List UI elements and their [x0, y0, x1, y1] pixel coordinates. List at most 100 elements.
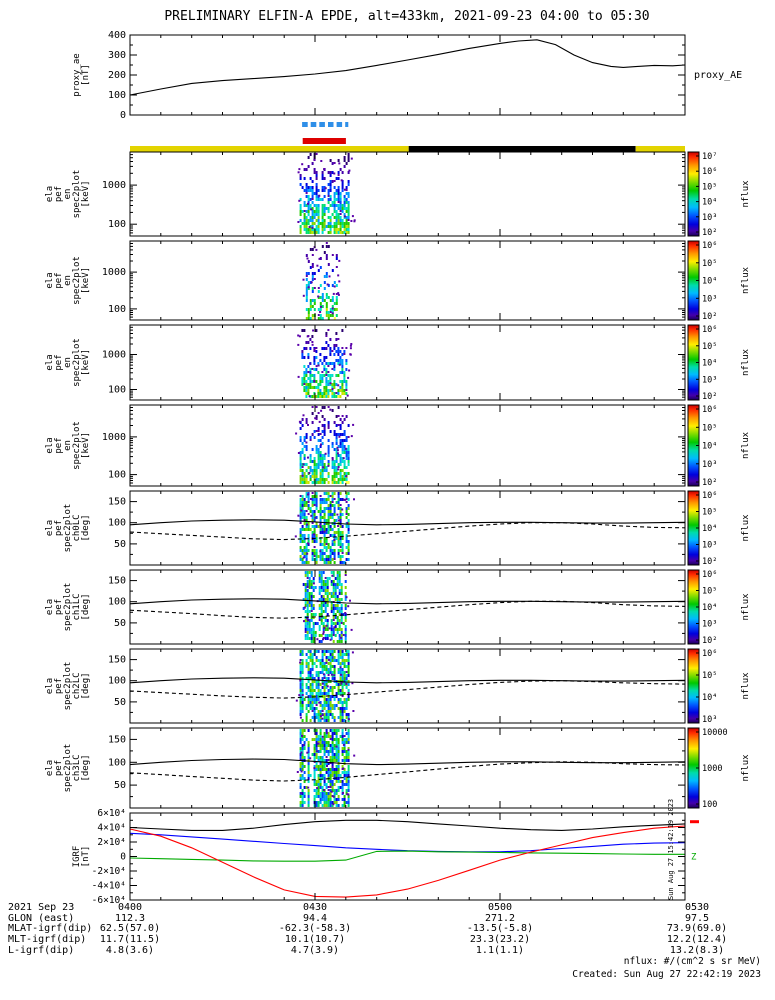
spec-cell — [305, 293, 308, 296]
spec-cell — [324, 598, 327, 601]
spec-cell — [336, 610, 339, 613]
spec-cell — [325, 801, 328, 804]
y-tick-label: 200 — [108, 70, 126, 81]
spec-cell — [303, 204, 306, 207]
spec-cell — [322, 580, 325, 583]
spec-cell — [347, 222, 350, 225]
spec-cell — [321, 798, 324, 801]
spec-cell — [335, 765, 338, 768]
spec-cell — [335, 344, 338, 347]
spec-cell — [323, 683, 326, 686]
colorbar-tick-label: 1000 — [702, 764, 722, 774]
spec-cell — [331, 481, 334, 484]
spec-cell — [339, 433, 342, 436]
spec-cell — [318, 577, 321, 580]
igrf-right-marker: Z — [691, 853, 697, 863]
spec-cell — [325, 332, 328, 335]
spec-cell — [337, 189, 340, 192]
spec-speck — [331, 458, 334, 461]
spec-speck — [319, 433, 322, 435]
spec-speck — [337, 174, 340, 176]
spec-cell — [313, 789, 316, 792]
spec-speck — [330, 673, 333, 676]
spec-cell — [321, 472, 324, 475]
spec-speck — [329, 738, 332, 740]
spec-speck — [297, 452, 300, 454]
spec-cell — [333, 383, 336, 386]
spec-cell — [343, 198, 346, 201]
spec-cell — [335, 792, 338, 795]
spec-cell — [337, 531, 340, 534]
spec-cell — [339, 472, 342, 475]
spec-cell — [339, 207, 342, 210]
spec-cell — [343, 662, 346, 665]
spec-cell — [339, 362, 342, 365]
spec-speck — [306, 577, 309, 579]
spec-speck — [322, 466, 325, 469]
spec-cell — [345, 537, 348, 540]
spec-cell — [305, 183, 308, 186]
spec-speck — [331, 795, 334, 797]
spec-cell — [345, 439, 348, 442]
spec-cell — [345, 540, 348, 543]
spec-cell — [329, 546, 332, 549]
spec-cell — [339, 689, 342, 692]
colorbar-axis-label: nflux — [741, 514, 751, 542]
spec-cell — [332, 616, 335, 619]
spec-cell — [327, 561, 330, 564]
spec-cell — [307, 219, 310, 222]
spec-cell — [299, 469, 302, 472]
spec-cell — [299, 713, 302, 716]
spec-speck — [347, 748, 350, 751]
spec-cell — [327, 383, 330, 386]
spec-cell — [315, 713, 318, 716]
spec-cell — [301, 353, 304, 356]
spec-cell — [343, 683, 346, 686]
spec-cell — [329, 656, 332, 659]
spec-cell — [315, 174, 318, 177]
spec-cell — [323, 395, 326, 398]
spec-cell — [313, 759, 316, 762]
spec-cell — [343, 374, 346, 377]
spec-cell — [345, 525, 348, 528]
spec-cell — [323, 738, 326, 741]
spec-cell — [307, 377, 310, 380]
coverage-bar-segment — [408, 146, 636, 152]
spec-cell — [310, 637, 313, 640]
spec-cell — [341, 780, 344, 783]
spec-cell — [341, 531, 344, 534]
spec-cell — [321, 436, 324, 439]
spec-cell — [325, 701, 328, 704]
spec-speck — [350, 435, 353, 438]
proxy-ae-line — [129, 39, 686, 96]
panel-ylabel-line: ela — [45, 760, 55, 776]
spec-cell — [309, 374, 312, 377]
spec-cell — [307, 710, 310, 713]
spec-cell — [337, 213, 340, 216]
spec-cell — [324, 586, 327, 589]
spec-cell — [309, 528, 312, 531]
spec-cell — [347, 732, 350, 735]
spec-cell — [307, 210, 310, 213]
spec-cell — [339, 650, 342, 653]
spec-cell — [313, 359, 316, 362]
spec-cell — [333, 478, 336, 481]
spec-cell — [341, 231, 344, 234]
spec-cell — [307, 701, 310, 704]
spec-cell — [335, 804, 338, 807]
spec-cell — [319, 513, 322, 516]
panel-ylabel-line: proxy_ae — [72, 53, 82, 96]
spec-cell — [332, 628, 335, 631]
spec-cell — [329, 698, 332, 701]
spec-cell — [341, 738, 344, 741]
spec-cell — [347, 671, 350, 674]
spec-cell — [329, 222, 332, 225]
spec-cell — [343, 783, 346, 786]
spec-cell — [319, 528, 322, 531]
spec-cell — [329, 662, 332, 665]
spec-cell — [327, 314, 330, 317]
spec-cell — [306, 598, 309, 601]
spec-cell — [345, 558, 348, 561]
spec-cell — [303, 555, 306, 558]
